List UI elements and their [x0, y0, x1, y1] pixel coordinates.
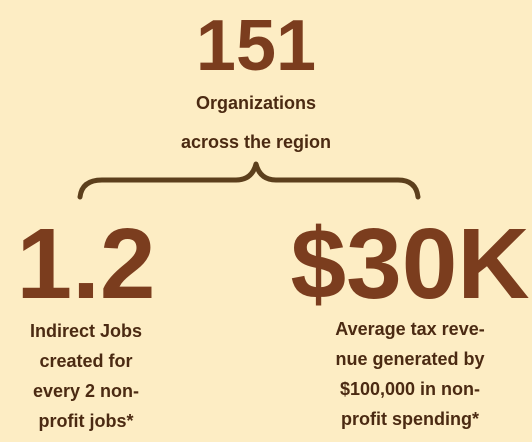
stat-label: profit spending* — [341, 409, 479, 429]
stat-label: profit jobs* — [39, 411, 134, 431]
stat-label: Average tax reve- — [335, 319, 484, 339]
stat-label: $100,000 in non- — [340, 379, 480, 399]
brace — [77, 161, 421, 200]
stat-label: every 2 non- — [33, 381, 139, 401]
stat-value: $30K — [290, 208, 529, 320]
stat-value: 1.2 — [16, 208, 155, 320]
headline-label: Organizations — [196, 93, 316, 113]
headline-label: across the region — [181, 132, 331, 152]
stat-label: nue generated by — [335, 349, 484, 369]
stat-label: created for — [39, 351, 132, 371]
stat-label: Indirect Jobs — [30, 321, 142, 341]
headline-value: 151 — [196, 6, 316, 86]
